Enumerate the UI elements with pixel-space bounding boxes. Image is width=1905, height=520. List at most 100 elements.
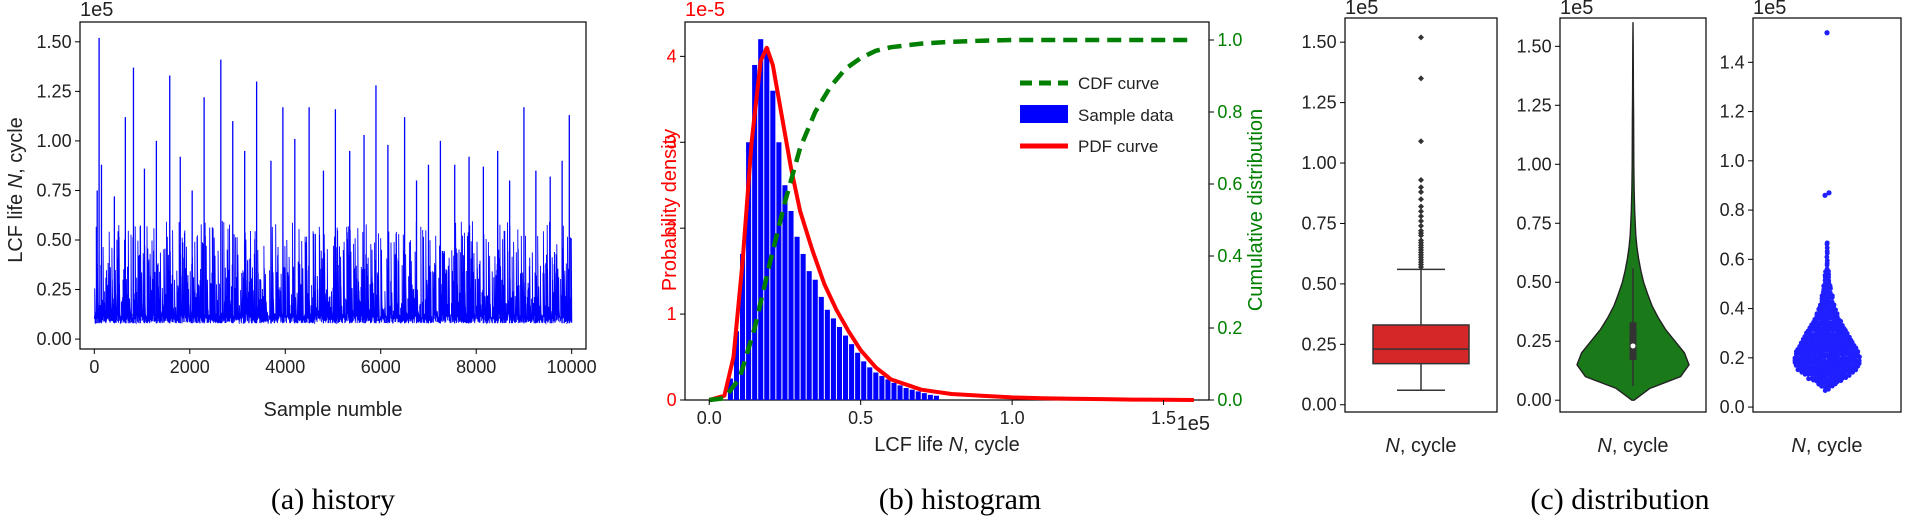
histogram-right-y-tick-label: 1.0 [1217, 30, 1242, 50]
history-x-tick-label: 2000 [170, 357, 210, 377]
violin-plot [1576, 22, 1690, 401]
histogram-x-tick-label: 0.5 [848, 408, 873, 428]
swarm-point [1809, 346, 1815, 351]
histogram-bar [843, 335, 849, 400]
swarm-point [1805, 358, 1811, 364]
swarm-point [1824, 266, 1830, 272]
violin-y-tick-label: 0.00 [1517, 390, 1552, 410]
violin-body [1576, 22, 1690, 401]
histogram-left-y-tick-label: 2 [667, 218, 677, 238]
history-y-tick-label: 1.25 [37, 81, 72, 101]
history-x-tick-label: 0 [89, 357, 99, 377]
histogram-bar [927, 394, 933, 400]
histogram-bar [836, 326, 843, 400]
histogram-bar [921, 393, 927, 400]
box-outlier [1418, 208, 1424, 215]
history-y-tick-label: 0.50 [37, 230, 72, 250]
swarm-point [1827, 332, 1833, 337]
history-x-ticks: 0 2000 4000 6000 8000 10000 [89, 349, 597, 377]
pdf-curve [708, 45, 1194, 402]
swarm-y-tick-label: 1.4 [1720, 52, 1745, 72]
history-y-axis-label: LCF life N, cycle [5, 117, 27, 263]
swarm-point [1824, 248, 1830, 254]
histogram-x-tick-label: 0.0 [697, 408, 722, 428]
swarm-point [1824, 245, 1830, 251]
swarm-outlier-point [1824, 30, 1830, 36]
violin-y-tick-label: 0.25 [1517, 331, 1552, 351]
swarm-point [1805, 335, 1811, 340]
swarm-point [1824, 258, 1830, 263]
box-y-tick-label: 0.25 [1302, 334, 1337, 354]
cdf-line [708, 37, 1194, 403]
box-y-tick-label: 0.75 [1302, 213, 1337, 233]
box-panel: 1e5 0.00 0.25 0.50 0.75 1.00 1.25 1.50 N, cycl… [1302, 0, 1498, 457]
histogram-x-ticks: 0.0 0.5 1.0 1.5 [697, 400, 1176, 428]
history-y-scale-label: 1e5 [80, 0, 113, 21]
histogram-legend: CDF curve Sample data PDF curve [1020, 74, 1174, 156]
box-iqr [1372, 324, 1470, 365]
histogram-bar [824, 309, 830, 400]
swarm-point [1812, 361, 1818, 367]
swarm-y-ticks: 0.0 0.2 0.4 0.6 0.8 1.0 1.2 1.4 [1720, 52, 1753, 417]
histogram-right-y-ticks: 0.0 0.2 0.4 0.6 0.8 1.0 [1209, 30, 1242, 410]
histogram-bar [897, 385, 903, 400]
history-y-tick-label: 0.25 [37, 280, 72, 300]
histogram-bar [758, 39, 764, 400]
swarm-point [1855, 352, 1861, 358]
histogram-bar [788, 211, 794, 400]
violin-axes-frame [1559, 17, 1707, 413]
swarm-point [1839, 323, 1845, 328]
violin-y-ticks: 0.00 0.25 0.50 0.75 1.00 1.25 1.50 [1517, 36, 1560, 410]
pdf-line [708, 45, 1194, 402]
histogram-x-tick-label: 1.5 [1151, 408, 1176, 428]
box-outlier [1418, 189, 1424, 196]
swarm-point [1834, 311, 1840, 317]
histogram-caption: (b) histogram [879, 483, 1041, 516]
swarm-point [1822, 358, 1828, 364]
histogram-left-y-tick-label: 0 [667, 390, 677, 410]
swarm-plot [1792, 30, 1862, 393]
histogram-bar [740, 253, 746, 400]
history-y-tick-label: 0.00 [37, 329, 72, 349]
box-outlier [1418, 203, 1424, 210]
histogram-bar [794, 236, 800, 400]
histogram-right-y-tick-label: 0.2 [1217, 318, 1242, 338]
history-x-tick-label: 8000 [456, 357, 496, 377]
history-y-ticks: 0.00 0.25 0.50 0.75 1.00 1.25 1.50 [37, 32, 80, 349]
histogram-panel: 1e-5 1e5 0.0 0.5 1.0 1.5 0 1 2 3 4 0.0 0.2 0.4 0.6… [659, 0, 1267, 516]
histogram-bar [776, 142, 782, 401]
swarm-point [1812, 369, 1818, 375]
violin-y-tick-label: 1.00 [1517, 154, 1552, 174]
histogram-bar [903, 387, 909, 400]
history-y-tick-label: 0.75 [37, 180, 72, 200]
violin-y-scale-label: 1e5 [1560, 0, 1593, 19]
history-x-tick-label: 6000 [361, 357, 401, 377]
history-x-axis-label: Sample numble [264, 399, 403, 421]
histogram-y-scale-label: 1e-5 [685, 0, 725, 21]
histogram-x-axis-label: LCF life N, cycle [874, 434, 1020, 456]
swarm-point [1846, 334, 1852, 340]
violin-x-axis-label: N, cycle [1597, 435, 1668, 457]
legend-pdf-label: PDF curve [1078, 137, 1158, 156]
histogram-bar [933, 395, 939, 400]
swarm-y-tick-label: 0.8 [1720, 200, 1745, 220]
swarm-point [1843, 373, 1848, 378]
histogram-bar [867, 367, 873, 400]
history-x-tick-label: 4000 [265, 357, 305, 377]
box-y-scale-label: 1e5 [1345, 0, 1378, 19]
swarm-axes-frame [1752, 17, 1902, 413]
box-y-tick-label: 1.25 [1302, 93, 1337, 113]
swarm-point [1829, 299, 1835, 305]
swarm-point [1822, 299, 1828, 305]
box-y-tick-label: 1.50 [1302, 32, 1337, 52]
violin-y-tick-label: 0.50 [1517, 272, 1552, 292]
histogram-bar [861, 361, 867, 400]
history-y-tick-label: 1.50 [37, 32, 72, 52]
swarm-panel: 1e5 0.0 0.2 0.4 0.6 0.8 1.0 1.2 1.4 N, cycle [1720, 0, 1902, 457]
violin-y-tick-label: 1.25 [1517, 95, 1552, 115]
swarm-point [1855, 349, 1861, 354]
swarm-y-scale-label: 1e5 [1753, 0, 1786, 19]
violin-iqr [1629, 322, 1637, 361]
swarm-point [1826, 278, 1832, 284]
swarm-y-tick-label: 0.2 [1720, 348, 1745, 368]
